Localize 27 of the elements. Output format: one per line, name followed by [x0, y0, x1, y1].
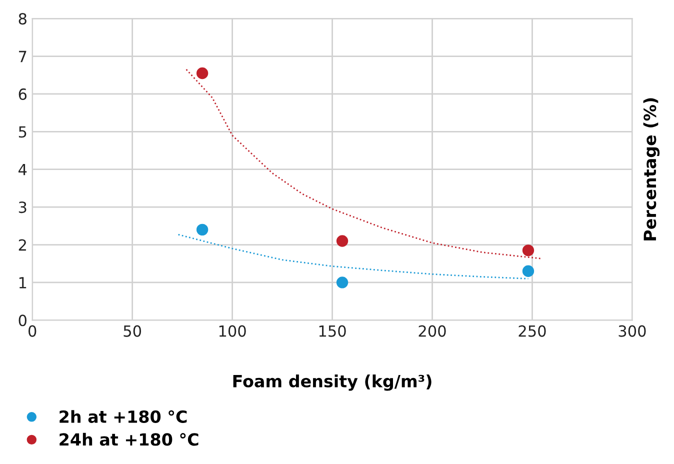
x-tick-label: 250: [518, 325, 546, 337]
y-tick-label: 7: [19, 50, 26, 62]
x-axis-title: Foam density (kg/m³): [233, 374, 432, 391]
y-tick-label: 8: [18, 13, 26, 25]
point: [336, 235, 348, 247]
point: [522, 265, 534, 277]
y-tick-label: 4: [18, 164, 27, 176]
x-tick-label: 0: [28, 325, 36, 337]
y-axis-title: Percentage (%): [643, 98, 660, 240]
point: [196, 67, 208, 80]
y-tick-label: 5: [18, 126, 26, 138]
legend-label: 2h at +180 °C: [60, 410, 187, 423]
x-tick-label: 200: [418, 325, 446, 337]
x-tick-label: 100: [219, 325, 246, 337]
legend-label: 24h at +180 °C: [60, 432, 198, 446]
y-tick-label: 3: [18, 202, 26, 214]
y-tick-label: 6: [18, 88, 27, 100]
x-tick-label: 50: [124, 325, 142, 337]
x-tick-label: 150: [319, 325, 346, 337]
y-tick-label: 2: [18, 239, 26, 251]
line-series: [186, 68, 543, 260]
point: [196, 224, 208, 236]
y-tick-label: 0: [18, 314, 26, 326]
y-tick-label: 1: [19, 277, 26, 288]
point: [522, 244, 534, 256]
point: [336, 276, 348, 288]
x-tick-label: 300: [618, 325, 646, 337]
